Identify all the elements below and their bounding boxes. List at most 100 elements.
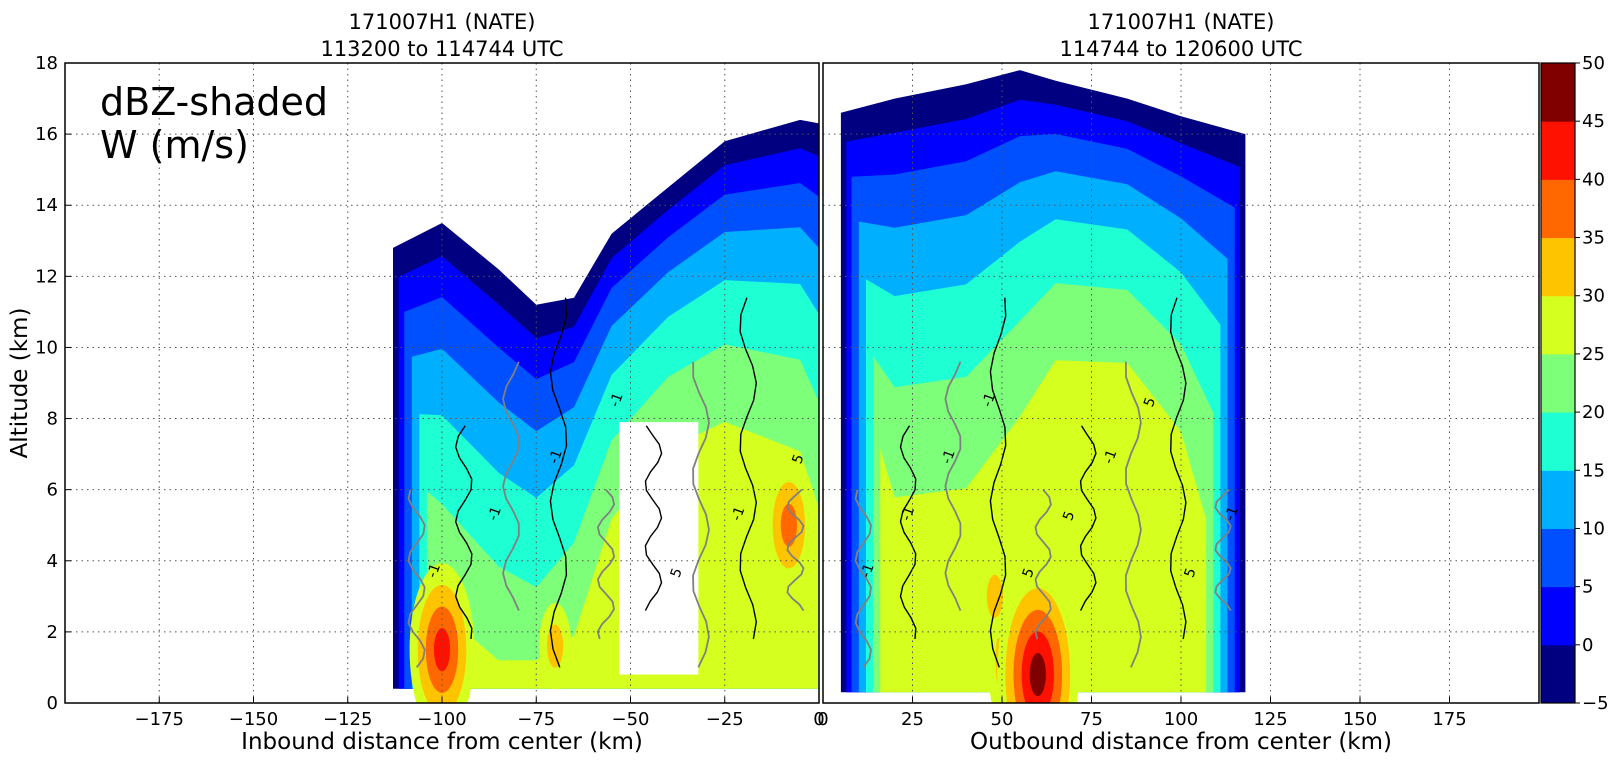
left-w-contour — [502, 361, 520, 611]
left-w-contour — [407, 489, 426, 668]
colorbar-tick-label: −5 — [1582, 693, 1609, 714]
colorbar-tick-label: 5 — [1582, 577, 1593, 598]
left-w-contour-label: -1 — [424, 561, 444, 580]
right-w-contour — [1124, 361, 1142, 668]
right-w-contour — [1079, 425, 1097, 611]
right-w-contour-label: -1 — [898, 504, 918, 523]
y-tick-label: 12 — [35, 266, 58, 287]
colorbar-swatch — [1541, 179, 1575, 239]
right-w-contour — [1034, 489, 1052, 640]
right-echo-core — [986, 574, 1003, 618]
left-w-contour-label: -1 — [546, 448, 566, 467]
y-axis-label: Altitude (km) — [7, 308, 33, 459]
right-x-tick-label: 75 — [1080, 709, 1103, 730]
y-tick-label: 6 — [47, 480, 58, 501]
colorbar-swatches — [1541, 63, 1575, 704]
y-tick-label: 2 — [47, 622, 58, 643]
right-w-contour-label: -1 — [979, 391, 999, 410]
left-w-contour — [549, 297, 568, 668]
right-x-ticks: 0 25 50 75 100 125 150 175 — [817, 697, 1467, 730]
right-w-contour-label: -1 — [1101, 448, 1121, 467]
right-x-tick-label: 100 — [1164, 709, 1198, 730]
colorbar-tick-label: 35 — [1582, 228, 1605, 249]
right-x-tick-label: 50 — [991, 709, 1014, 730]
right-x-tick-label: 0 — [817, 709, 828, 730]
left-gridlines — [65, 63, 819, 703]
colorbar-swatch — [1541, 121, 1575, 180]
right-w-contour-label: -1 — [939, 448, 959, 467]
left-x-tick-label: 0 — [813, 709, 824, 730]
colorbar-swatch — [1541, 237, 1575, 297]
colorbar-ticks: −5 0 5 10 15 20 25 30 35 40 45 50 — [1575, 53, 1609, 714]
left-x-tick-label: −150 — [229, 709, 278, 730]
colorbar-tick-label: 30 — [1582, 286, 1605, 307]
colorbar-swatch — [1541, 528, 1575, 588]
colorbar-tick-label: 20 — [1582, 402, 1605, 423]
right-w-contour — [944, 361, 962, 611]
colorbar: −5 0 5 10 15 20 25 30 35 40 45 50 — [1540, 53, 1609, 714]
y-tick-label: 0 — [47, 693, 58, 714]
right-x-axis-label: Outbound distance from center (km) — [970, 729, 1392, 755]
colorbar-tick-label: 50 — [1582, 53, 1605, 74]
left-x-tick-label: −125 — [323, 709, 372, 730]
colorbar-swatch — [1541, 644, 1575, 704]
left-panel-subtitle: 113200 to 114744 UTC — [320, 37, 563, 61]
right-echo-core — [1029, 652, 1046, 697]
right-w-contour — [899, 425, 917, 640]
right-panel-subtitle: 114744 to 120600 UTC — [1059, 37, 1302, 61]
left-w-contour — [454, 425, 473, 640]
colorbar-swatch — [1541, 586, 1575, 646]
left-y-ticks: 0 2 4 6 8 10 12 14 16 18 — [35, 53, 71, 714]
left-x-ticks: −175 −150 −125 −100 −75 −50 −25 0 — [135, 697, 825, 730]
y-tick-label: 18 — [35, 53, 58, 74]
right-echo-field — [840, 70, 1246, 703]
left-x-tick-label: −75 — [517, 709, 555, 730]
right-echo-layer — [880, 360, 1207, 693]
y-tick-label: 14 — [35, 195, 58, 216]
left-x-tick-label: −175 — [135, 709, 184, 730]
left-x-tick-label: −25 — [706, 709, 744, 730]
y-tick-label: 16 — [35, 124, 58, 145]
left-x-tick-label: −50 — [612, 709, 650, 730]
y-tick-label: 10 — [35, 337, 58, 358]
left-w-contour — [692, 361, 710, 668]
colorbar-swatch — [1541, 353, 1575, 413]
annotation-line-1: dBZ-shaded — [100, 80, 328, 124]
left-panel-title: 171007H1 (NATE) — [349, 10, 536, 34]
left-w-contour — [644, 425, 663, 611]
colorbar-swatch — [1541, 412, 1575, 471]
colorbar-swatch — [1541, 295, 1575, 355]
y-tick-label: 8 — [47, 409, 58, 430]
left-echo-field — [393, 119, 819, 703]
left-w-contour-label: -1 — [729, 504, 749, 523]
colorbar-tick-label: 40 — [1582, 169, 1605, 190]
annotation-line-2: W (m/s) — [100, 123, 249, 167]
left-w-contour — [739, 297, 758, 640]
left-panel: 171007H1 (NATE) 113200 to 114744 UTC -1 -… — [7, 10, 825, 755]
right-x-tick-label: 175 — [1432, 709, 1466, 730]
left-w-contour-label: -1 — [607, 391, 627, 410]
colorbar-tick-label: 15 — [1582, 460, 1605, 481]
colorbar-tick-label: 0 — [1582, 635, 1593, 656]
left-echo-gap — [619, 422, 699, 675]
left-w-contours: -1-1-1-15-15 — [407, 297, 808, 668]
left-echo-core — [433, 628, 451, 672]
right-x-tick-label: 25 — [901, 709, 924, 730]
colorbar-tick-label: 25 — [1582, 344, 1605, 365]
right-w-contour — [854, 489, 872, 668]
left-x-tick-label: −100 — [417, 709, 466, 730]
right-w-contour-label: -1 — [1222, 504, 1242, 523]
left-echo-core — [547, 624, 564, 668]
colorbar-swatch — [1541, 470, 1575, 529]
y-tick-label: 4 — [47, 551, 58, 572]
right-w-contour — [989, 297, 1007, 668]
right-x-tick-label: 150 — [1343, 709, 1377, 730]
colorbar-swatch — [1541, 63, 1575, 122]
right-x-tick-label: 125 — [1253, 709, 1287, 730]
colorbar-tick-label: 10 — [1582, 518, 1605, 539]
right-w-contour-label: -1 — [858, 561, 878, 580]
right-gridlines — [823, 63, 1539, 703]
left-x-axis-label: Inbound distance from center (km) — [241, 729, 643, 755]
right-panel: 171007H1 (NATE) 114744 to 120600 UTC -1 -… — [817, 10, 1540, 755]
right-w-contour — [1214, 489, 1232, 612]
